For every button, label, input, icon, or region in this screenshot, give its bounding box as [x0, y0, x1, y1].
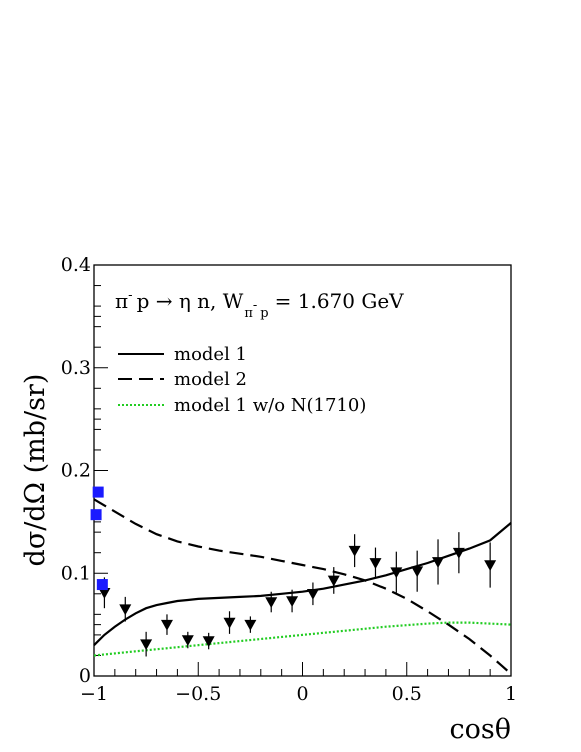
- x-tick-label: 1: [505, 683, 517, 705]
- pi-symbol: π: [115, 289, 128, 313]
- y-tick-label: 0.2: [61, 460, 91, 482]
- data-point-triangle: [327, 575, 340, 587]
- y-tick-label: 0.4: [61, 254, 91, 276]
- model-curves: [93, 498, 512, 675]
- w-sub-p: p: [260, 306, 268, 321]
- legend-label-model-2: model 2: [174, 369, 247, 390]
- data-point-triangle: [244, 619, 257, 631]
- x-tick-label: 0.5: [392, 683, 422, 705]
- data-point-triangle: [202, 636, 215, 648]
- reaction-text: p → η n, W: [137, 289, 244, 313]
- svg-text:π-p → η n, Wπ-p= 1.670 GeV: π-p → η n, Wπ-p= 1.670 GeV: [115, 288, 404, 321]
- data-point-triangle: [432, 557, 445, 568]
- axis-ticks: −1 −0.5 0 0.5 1 0 0.1 0.2 0.3 0.4: [61, 254, 517, 705]
- data-point-triangle: [369, 558, 382, 569]
- x-tick-label: −0.5: [175, 683, 221, 705]
- y-axis-title: dσ/dΩ (mb/sr): [20, 374, 51, 567]
- data-point-square: [92, 486, 104, 498]
- reaction-annotation: π-p → η n, Wπ-p= 1.670 GeV: [115, 288, 404, 321]
- data-point-triangle: [484, 560, 497, 572]
- data-point-triangle: [390, 567, 403, 579]
- w-sub-pi: π: [244, 306, 253, 321]
- data-point-triangle: [181, 635, 194, 647]
- x-axis-title: cosθ: [450, 714, 512, 745]
- data-point-triangle: [160, 619, 173, 631]
- y-tick-label: 0.1: [61, 562, 91, 584]
- data-point-triangle: [348, 545, 361, 557]
- w-sub-minus: -: [253, 298, 257, 313]
- data-point-triangle: [306, 589, 319, 600]
- x-tick-label: −1: [80, 683, 108, 705]
- data-points: [90, 486, 497, 657]
- series-curve-2: [93, 498, 512, 675]
- data-point-triangle: [452, 547, 465, 559]
- y-tick-label: 0.3: [61, 357, 91, 379]
- series-curve-3: [93, 621, 512, 657]
- data-point-triangle: [98, 587, 111, 599]
- data-point-square: [90, 509, 102, 521]
- data-point-square: [96, 579, 108, 591]
- data-point-triangle: [286, 596, 299, 607]
- legend: model 1 model 2 model 1 w/o N(1710): [118, 344, 366, 416]
- legend-label-model-1: model 1: [174, 344, 247, 365]
- plot-frame: [93, 264, 512, 677]
- pi-minus: -: [128, 288, 132, 303]
- data-point-triangle: [411, 566, 424, 578]
- legend-label-model-1-wo: model 1 w/o N(1710): [174, 395, 366, 416]
- data-point-triangle: [119, 604, 132, 616]
- data-point-triangle: [223, 617, 236, 629]
- energy-text: = 1.670 GeV: [275, 289, 405, 313]
- data-point-triangle: [140, 639, 153, 651]
- x-tick-label: 0: [296, 683, 308, 705]
- y-tick-label: 0: [79, 665, 91, 687]
- data-point-triangle: [265, 597, 278, 609]
- series-curve-1: [93, 522, 512, 646]
